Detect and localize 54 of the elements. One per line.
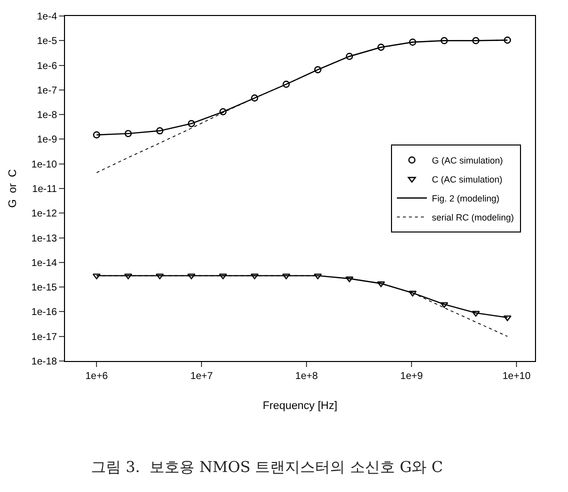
point bbox=[408, 290, 417, 296]
x-tick-label: 1e+6 bbox=[85, 371, 108, 382]
point bbox=[472, 310, 480, 317]
x-tick-label: 1e+8 bbox=[295, 371, 318, 382]
point bbox=[93, 131, 100, 138]
point bbox=[472, 37, 480, 44]
y-tick-label: 1e-8 bbox=[36, 110, 58, 122]
point bbox=[187, 274, 196, 280]
legend-label: C (AC simulation) bbox=[432, 174, 502, 185]
point bbox=[314, 274, 322, 280]
y-tick-label: 1e-12 bbox=[31, 208, 58, 220]
point bbox=[440, 302, 448, 308]
point bbox=[156, 127, 164, 134]
y-tick-label: 1e-18 bbox=[31, 356, 58, 368]
point bbox=[282, 274, 290, 280]
point bbox=[124, 274, 132, 280]
point bbox=[92, 274, 101, 280]
legend-label: serial RC (modeling) bbox=[432, 212, 514, 223]
y-tick-label: 1e-10 bbox=[31, 159, 58, 170]
point bbox=[188, 120, 196, 128]
y-tick-label: 1e-5 bbox=[36, 36, 58, 48]
point bbox=[503, 315, 512, 322]
point bbox=[504, 36, 512, 44]
y-tick-label: 1e-14 bbox=[31, 258, 58, 269]
caption: 그림 3. 보호용 NMOS 트랜지스터의 소신호 G와 C bbox=[91, 458, 443, 476]
point bbox=[440, 37, 448, 44]
y-tick-label: 1e-16 bbox=[31, 307, 58, 318]
point bbox=[219, 108, 227, 116]
x-tick-label: 1e+9 bbox=[400, 371, 424, 382]
y-tick-label: 1e-9 bbox=[36, 134, 58, 146]
point bbox=[251, 94, 258, 102]
y-tick-label: 1e-13 bbox=[31, 233, 58, 244]
point bbox=[409, 38, 416, 46]
y-tick-label: 1e-6 bbox=[36, 60, 58, 72]
point bbox=[345, 276, 354, 282]
point bbox=[124, 130, 132, 138]
y-tick-label: 1e-15 bbox=[31, 282, 58, 294]
y-axis-title: G or C bbox=[7, 169, 20, 208]
point bbox=[282, 80, 290, 88]
y-tick-label: 1e-7 bbox=[36, 85, 58, 96]
point bbox=[376, 281, 386, 288]
point bbox=[346, 52, 354, 60]
x-tick-label: 1e+10 bbox=[502, 371, 531, 382]
point bbox=[314, 66, 322, 74]
point bbox=[250, 274, 259, 280]
y-tick-label: 1e-4 bbox=[36, 12, 58, 22]
legend-label: G (AC simulation) bbox=[432, 156, 503, 166]
y-tick-label: 1e-11 bbox=[32, 184, 58, 195]
point bbox=[156, 274, 164, 280]
legend-label: Fig. 2 (modeling) bbox=[432, 194, 500, 204]
x-axis-title: Frequency [Hz] bbox=[262, 400, 338, 412]
x-tick-label: 1e+7 bbox=[190, 371, 214, 382]
point bbox=[377, 44, 385, 51]
y-tick-label: 1e-17 bbox=[31, 332, 58, 343]
